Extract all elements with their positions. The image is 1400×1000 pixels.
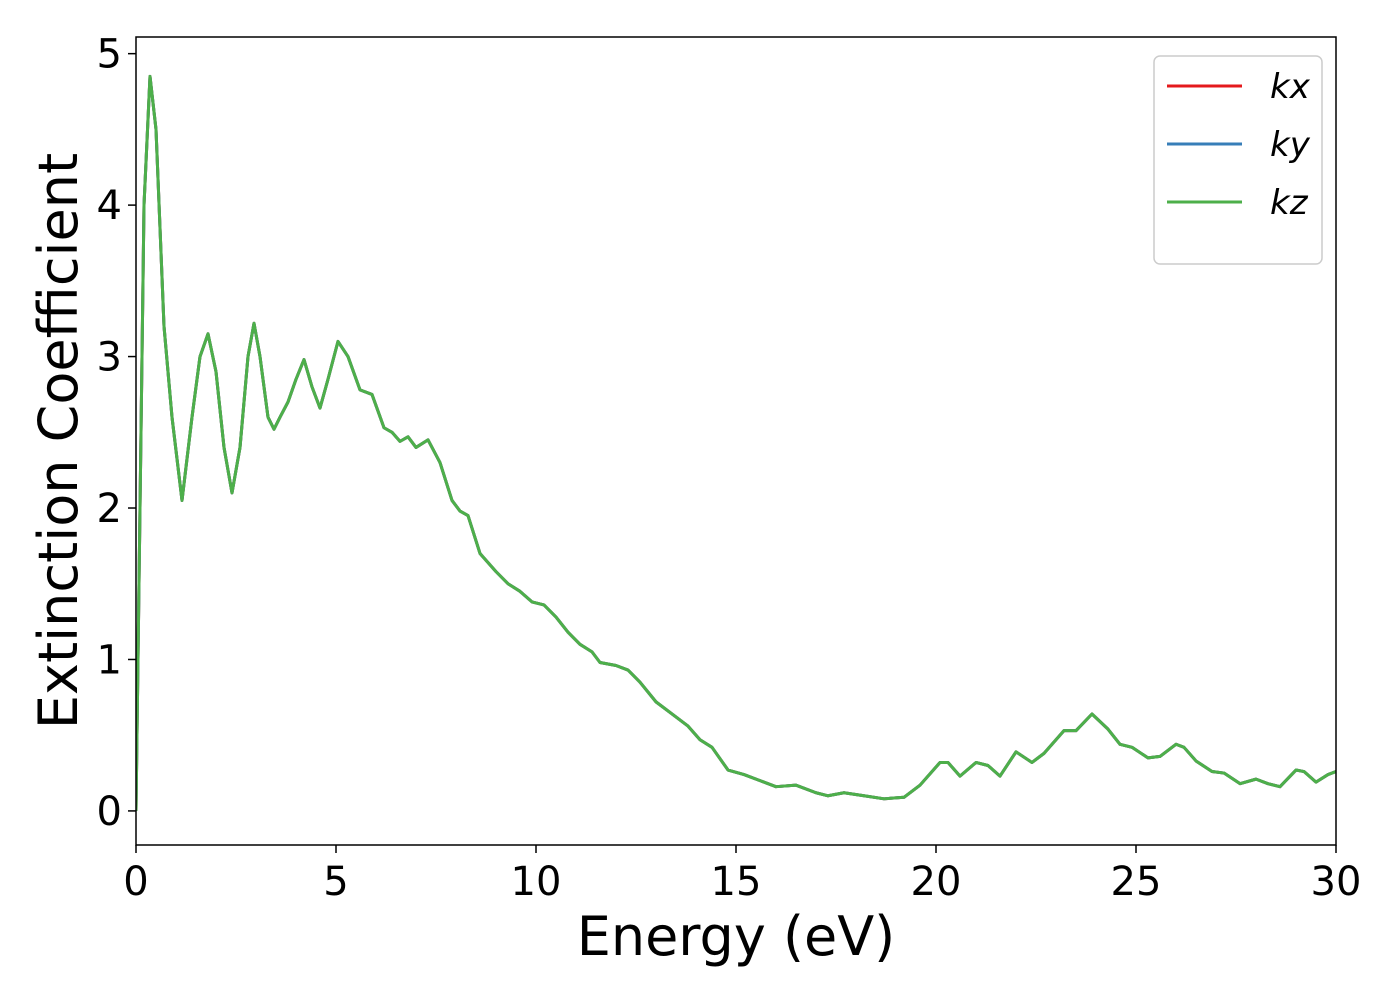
x-tick-label: 15 (711, 859, 762, 905)
y-tick-label: 1 (97, 637, 122, 683)
x-axis-label: Energy (eV) (577, 905, 896, 968)
x-tick-label: 20 (911, 859, 962, 905)
legend-label: kx (1270, 67, 1311, 107)
y-tick-label: 3 (97, 335, 122, 381)
y-tick-label: 4 (97, 183, 122, 229)
y-tick-label: 5 (97, 32, 122, 78)
y-tick-label: 2 (97, 486, 122, 532)
series-line (136, 74, 1336, 811)
x-tick-label: 0 (123, 859, 148, 905)
legend-box (1153, 55, 1323, 265)
legend-label: kz (1270, 183, 1309, 223)
x-tick-label: 10 (511, 859, 562, 905)
y-tick-label: 0 (97, 789, 122, 835)
plot-frame (135, 36, 1337, 846)
x-tick-label: 25 (1111, 859, 1162, 905)
x-tick-label: 30 (1311, 859, 1362, 905)
y-axis-label: Extinction Coefficient (27, 153, 90, 729)
legend-label: ky (1270, 125, 1311, 165)
x-tick-label: 5 (323, 859, 348, 905)
